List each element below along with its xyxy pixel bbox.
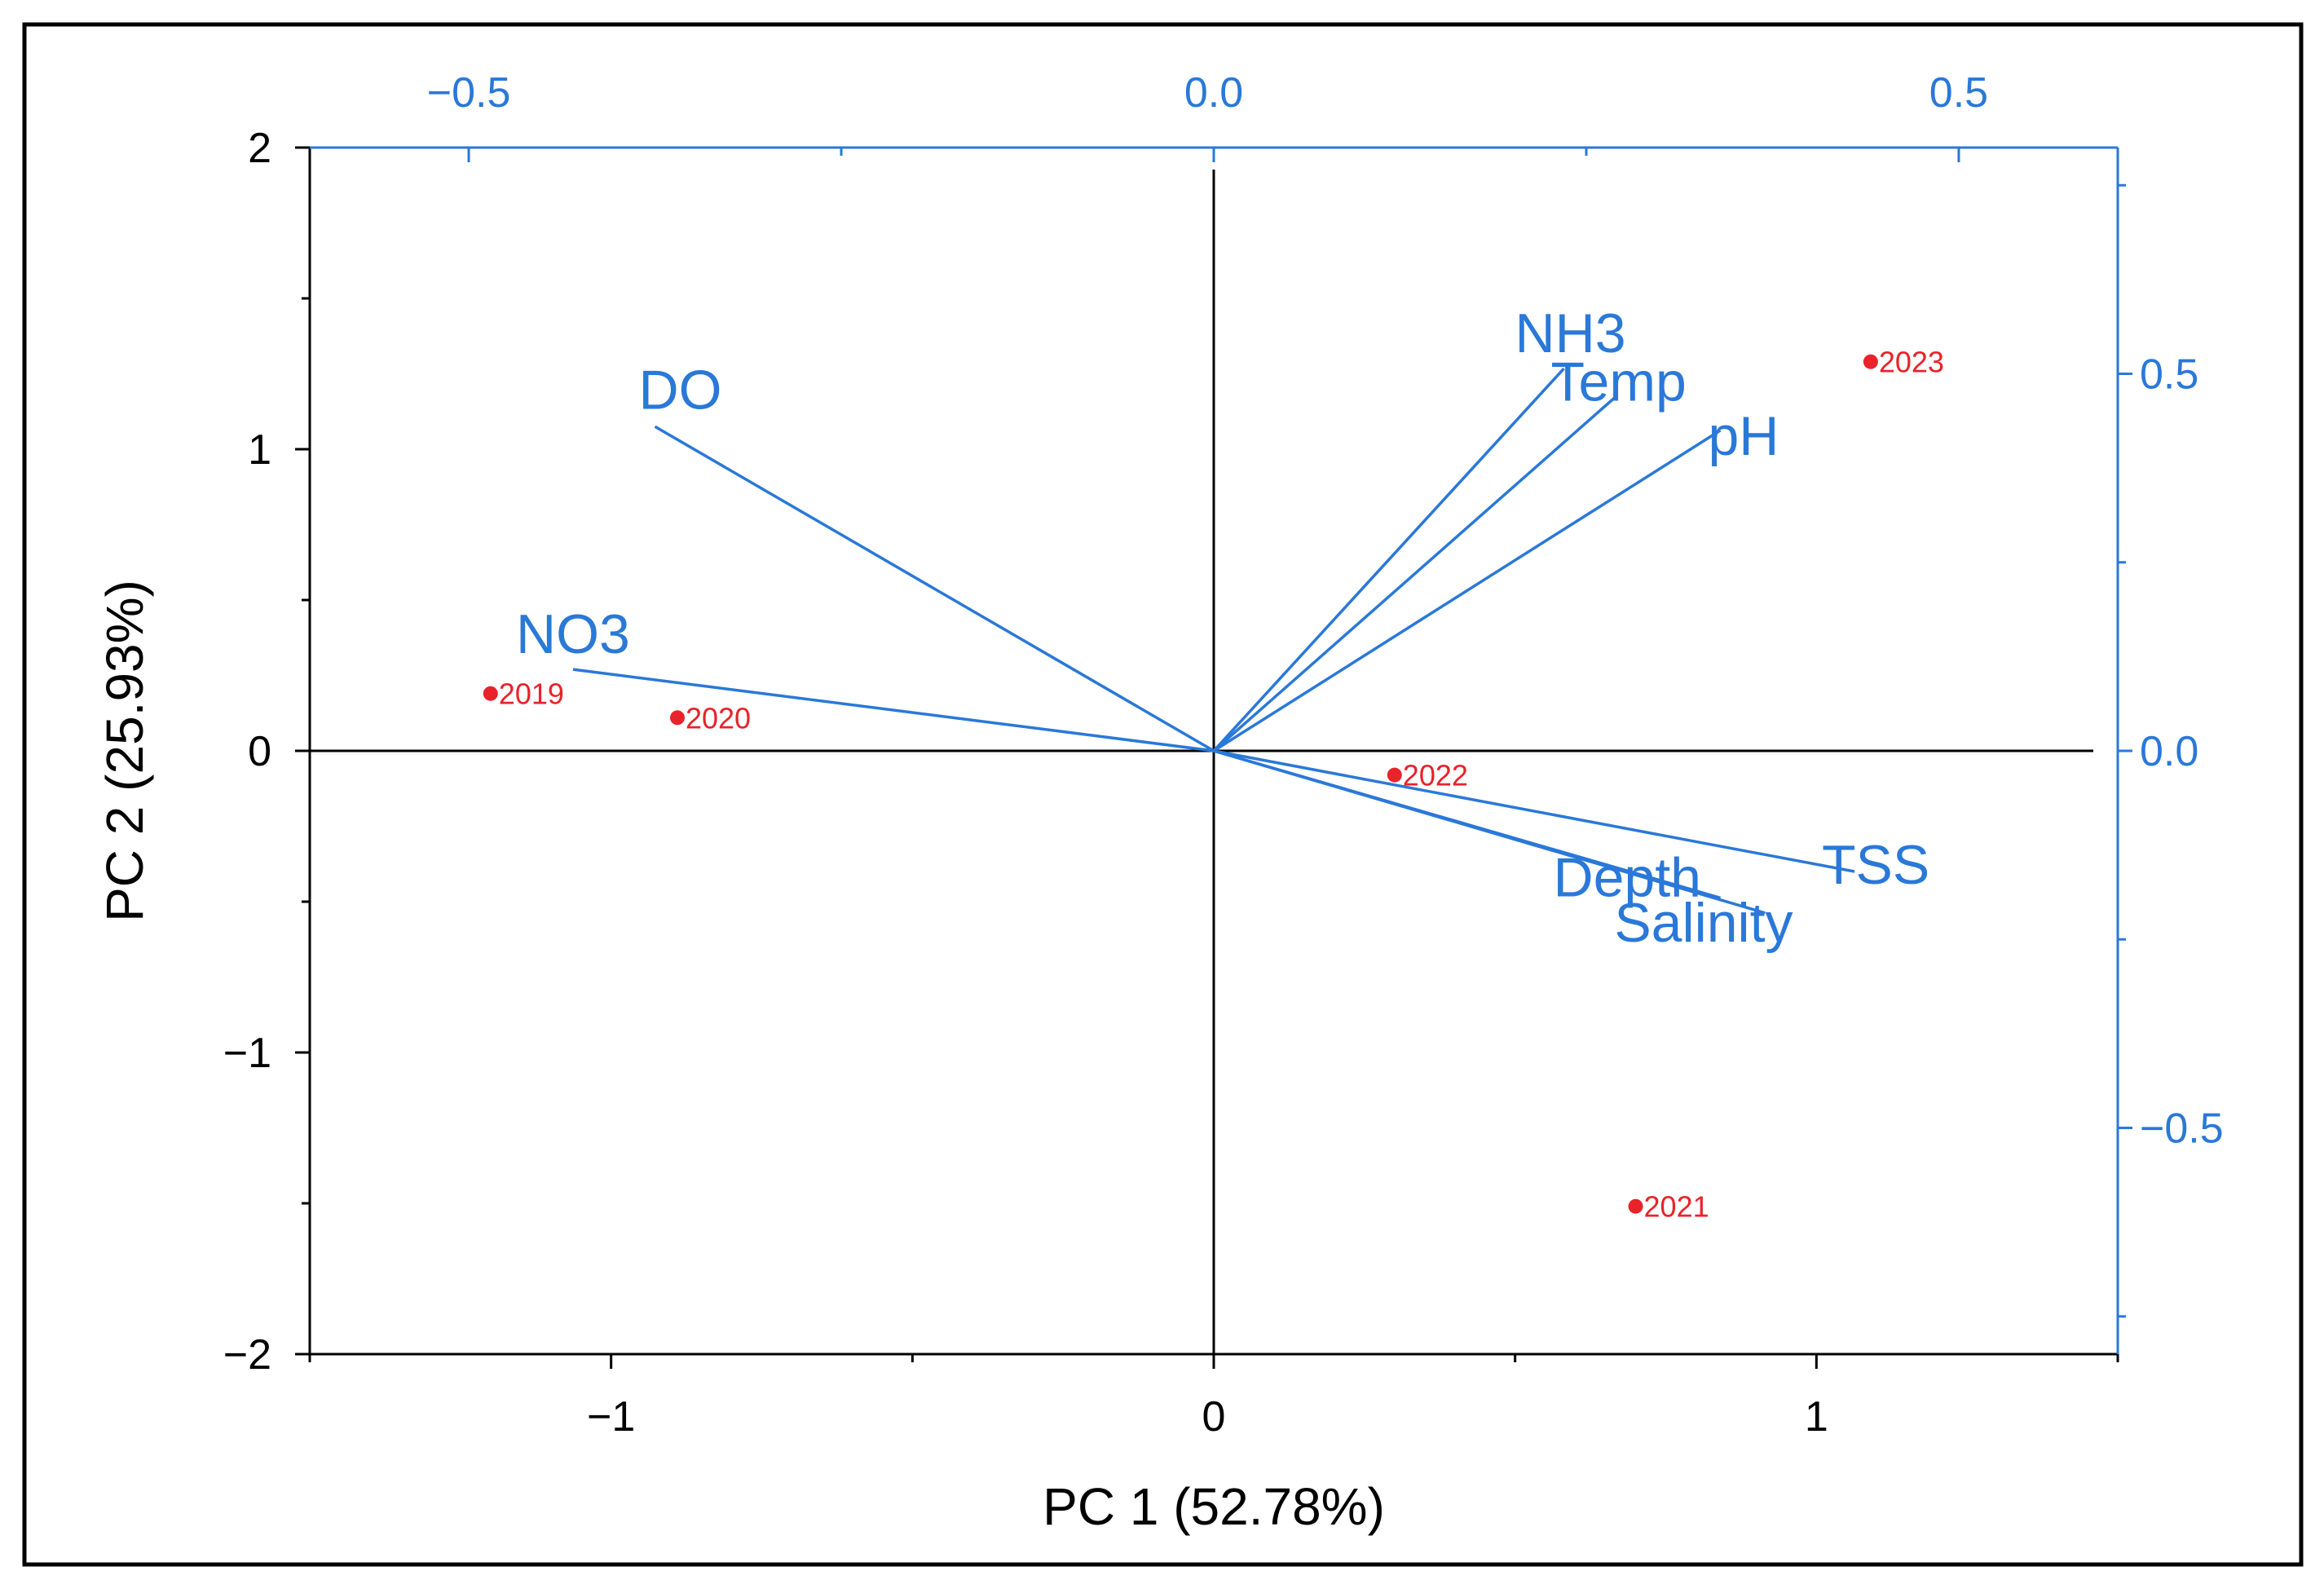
loading-vector <box>654 425 1215 752</box>
loading-label: Depth <box>1553 846 1700 908</box>
x-tick-label: 1 <box>1805 1393 1828 1441</box>
secondary-x-tick-label: −0.5 <box>427 69 511 117</box>
loading-label: TSS <box>1822 834 1929 896</box>
y-tick-label: 0 <box>248 728 271 775</box>
loading-vector <box>1213 749 1855 873</box>
score-point <box>1863 354 1878 369</box>
loading-label: pH <box>1708 405 1779 467</box>
y-tick-label: 2 <box>248 125 271 172</box>
secondary-y-tick-label: 0.0 <box>2140 728 2198 775</box>
secondary-x-tick-label: 0.5 <box>1929 69 1988 117</box>
loading-vector <box>1213 429 1722 752</box>
score-point <box>1387 767 1402 783</box>
x-tick-label: 0 <box>1202 1393 1226 1441</box>
y-axis-title: PC 2 (25.93%) <box>95 580 154 922</box>
loading-vector <box>1212 395 1617 752</box>
score-label: 2020 <box>686 701 751 735</box>
x-tick-label: −1 <box>587 1393 635 1441</box>
y-tick-label: −1 <box>223 1030 271 1077</box>
secondary-y-tick-label: 0.5 <box>2140 351 2198 399</box>
loading-vector <box>1212 367 1565 752</box>
y-tick-label: 1 <box>248 426 271 474</box>
loading-label: Salinity <box>1614 892 1793 954</box>
loading-vector <box>1213 749 1766 915</box>
score-point <box>483 686 498 701</box>
loading-label: DO <box>639 359 722 421</box>
secondary-x-tick-label: 0.0 <box>1184 69 1243 117</box>
loading-vector <box>572 668 1215 752</box>
loading-label: Temp <box>1551 351 1687 413</box>
figure-frame <box>22 22 2304 1567</box>
y-tick-label: −2 <box>223 1331 271 1379</box>
loading-label: NH3 <box>1515 302 1626 364</box>
score-label: 2022 <box>1403 759 1468 792</box>
score-label: 2021 <box>1644 1190 1709 1224</box>
score-label: 2019 <box>499 677 564 711</box>
score-point <box>1628 1198 1643 1214</box>
loading-label: NO3 <box>516 603 630 665</box>
score-point <box>669 710 685 726</box>
secondary-y-tick-label: −0.5 <box>2140 1105 2224 1153</box>
score-label: 2023 <box>1879 346 1944 379</box>
x-axis-title: PC 1 (52.78%) <box>1043 1477 1385 1536</box>
